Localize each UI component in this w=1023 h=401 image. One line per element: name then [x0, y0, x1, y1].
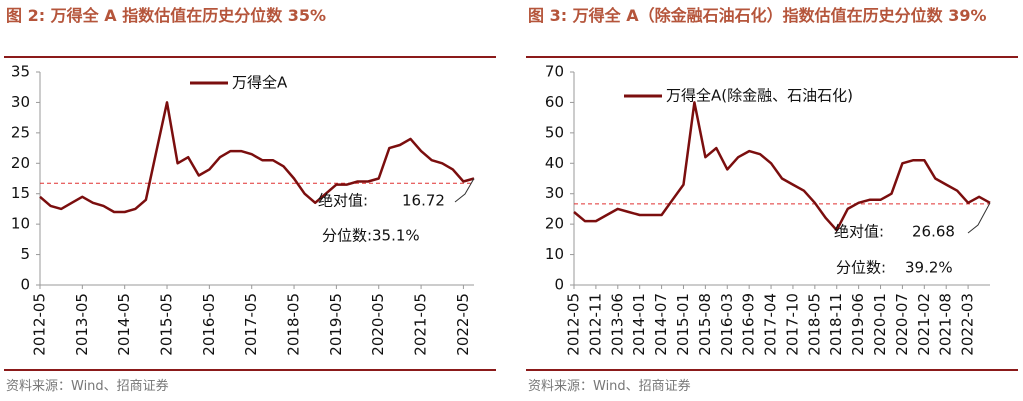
source: 资料来源：Wind、招商证券: [528, 379, 691, 394]
y-tick-label: 30: [545, 184, 564, 202]
y-tick-label: 0: [20, 276, 30, 294]
x-tick-label: 2012-11: [586, 293, 604, 356]
line: [39, 101, 475, 214]
annotation: 分位数:: [322, 227, 372, 245]
y-tick-label: 25: [11, 123, 30, 141]
x-tick-label: 2016-03: [718, 293, 736, 356]
y-tick-label: 70: [545, 63, 564, 81]
annotation: 16.72: [402, 192, 445, 210]
x-tick-label: 2014-07: [652, 293, 670, 356]
x-tick-label: 2012-05: [31, 293, 49, 356]
chart-title: 图 2: 万得全 A 指数估值在历史分位数 35%: [6, 6, 327, 25]
y-tick-label: 20: [11, 154, 30, 172]
y-tick-label: 60: [545, 93, 564, 111]
leader: [454, 178, 475, 203]
annotation: 35.1%: [372, 227, 420, 245]
x-tick-label: 2020-07: [893, 293, 911, 356]
y-tick-label: 40: [545, 154, 564, 172]
x-tick-label: 2018-11: [827, 293, 845, 356]
x-tick-label: 2016-09: [740, 293, 758, 356]
annotation: 绝对值:: [318, 192, 368, 210]
x-tick-label: 2017-04: [762, 293, 780, 356]
x-tick-label: 2018-05: [285, 293, 303, 356]
x-tick-label: 2020-01: [871, 293, 889, 356]
x-tick-label: 2014-05: [115, 293, 133, 356]
y-tick-label: 20: [545, 215, 564, 233]
y-tick-label: 15: [11, 184, 30, 202]
annotation: 绝对值:: [834, 223, 884, 241]
x-tick-label: 2013-05: [73, 293, 91, 356]
y-tick-label: 50: [545, 123, 564, 141]
y-tick-label: 10: [11, 215, 30, 233]
annotation: 分位数:: [836, 259, 886, 277]
x-tick-label: 2015-05: [158, 293, 176, 356]
x-tick-label: 2017-05: [242, 293, 260, 356]
y-tick-label: 0: [554, 276, 564, 294]
legend-label: 万得全A(除金融、石油石化): [666, 87, 853, 105]
x-tick-label: 2021-05: [412, 293, 430, 356]
x-tick-label: 2021-02: [915, 293, 933, 356]
annotation: 39.2%: [905, 259, 953, 277]
y-tick-label: 5: [20, 245, 30, 263]
y-tick-label: 35: [11, 63, 30, 81]
line: [573, 101, 991, 232]
y-tick-label: 10: [545, 245, 564, 263]
x-tick-label: 2019-06: [849, 293, 867, 356]
x-tick-label: 2019-05: [327, 293, 345, 356]
x-tick-label: 2022-05: [454, 293, 472, 356]
x-tick-label: 2015-01: [674, 293, 692, 356]
leader: [967, 202, 991, 234]
x-tick-label: 2014-01: [630, 293, 648, 356]
x-tick-label: 2013-06: [608, 293, 626, 356]
chart-title: 图 3: 万得全 A（除金融石油石化）指数估值在历史分位数 39%: [528, 6, 987, 25]
source: 资料来源：Wind、招商证券: [6, 379, 169, 394]
y-tick-label: 30: [11, 93, 30, 111]
legend-label: 万得全A: [232, 74, 288, 92]
x-tick-label: 2022-03: [959, 293, 977, 356]
x-tick-label: 2012-05: [565, 293, 583, 356]
x-tick-label: 2017-10: [783, 293, 801, 356]
x-tick-label: 2015-08: [696, 293, 714, 356]
x-tick-label: 2020-05: [369, 293, 387, 356]
x-tick-label: 2018-05: [805, 293, 823, 356]
x-tick-label: 2016-05: [200, 293, 218, 356]
annotation: 26.68: [912, 223, 955, 241]
x-tick-label: 2021-08: [937, 293, 955, 356]
